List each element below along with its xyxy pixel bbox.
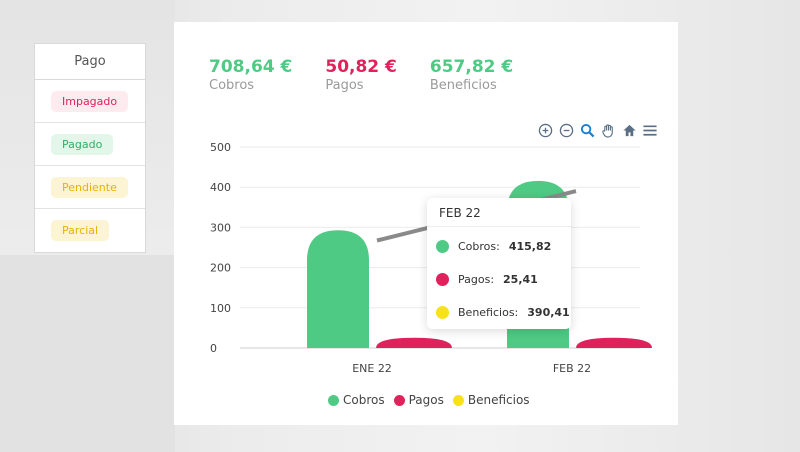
- x-tick-label: ENE 22: [352, 362, 392, 375]
- tooltip-value-cobros: 415,82: [508, 240, 552, 253]
- kpi-beneficios-label: Beneficios: [429, 78, 497, 93]
- tooltip-dot-beneficios: [436, 306, 449, 319]
- pan-hand-icon[interactable]: [598, 122, 618, 138]
- bar-cobros-0: [307, 230, 369, 348]
- status-row-pagado: Pagado: [35, 123, 145, 166]
- y-tick-label: 100: [210, 302, 231, 315]
- tooltip-dot-cobros: [436, 240, 449, 253]
- zoom-out-icon[interactable]: [556, 122, 576, 138]
- status-row-impagado: Impagado: [35, 80, 145, 123]
- legend-dot-pagos: [393, 394, 405, 406]
- bar-pagos-0: [376, 337, 452, 348]
- legend-label-pagos: Pagos: [408, 393, 444, 407]
- legend-label-cobros: Cobros: [343, 393, 385, 407]
- chart-toolbar: [535, 122, 661, 138]
- menu-icon[interactable]: [640, 122, 660, 138]
- tooltip-divider: [427, 226, 571, 227]
- kpi-cobros-label: Cobros: [209, 78, 255, 93]
- cobros-pagos-chart: 0 100 200 300 400 500 ENE 22 FEB 22: [210, 141, 652, 375]
- chart-tooltip: FEB 22 Cobros: 415,82 Pagos: 25,41 Benef…: [427, 198, 571, 329]
- status-row-parcial: Parcial: [35, 209, 145, 252]
- kpi-pagos-label: Pagos: [325, 78, 364, 93]
- tooltip-row-pagos: Pagos: 25,41: [436, 273, 538, 286]
- tooltip-title: FEB 22: [439, 206, 481, 220]
- status-row-pendiente: Pendiente: [35, 166, 145, 209]
- kpi-beneficios: 657,82 € Beneficios: [430, 57, 513, 95]
- tooltip-label-cobros: Cobros:: [458, 240, 500, 253]
- kpi-cobros: 708,64 € Cobros: [209, 57, 292, 95]
- y-tick-label: 200: [210, 262, 231, 275]
- tooltip-row-cobros: Cobros: 415,82: [436, 240, 551, 253]
- chart-legend: Cobros Pagos Beneficios: [328, 393, 539, 407]
- kpi-pagos: 50,82 € Pagos: [325, 57, 397, 95]
- legend-item-beneficios[interactable]: Beneficios: [452, 393, 530, 407]
- kpi-summary: 708,64 € Cobros 50,82 € Pagos 657,82 € B…: [209, 57, 546, 95]
- home-icon[interactable]: [619, 122, 639, 138]
- status-badge-pagado[interactable]: Pagado: [51, 133, 114, 155]
- legend-item-pagos[interactable]: Pagos: [393, 393, 444, 407]
- zoom-select-icon[interactable]: [577, 122, 597, 138]
- tooltip-value-pagos: 25,41: [503, 273, 538, 286]
- kpi-cobros-value: 708,64 €: [209, 57, 293, 77]
- zoom-in-icon[interactable]: [535, 122, 555, 138]
- tooltip-value-beneficios: 390,41: [527, 306, 570, 319]
- finance-chart-card: 708,64 € Cobros 50,82 € Pagos 657,82 € B…: [174, 22, 678, 425]
- y-tick-label: 300: [210, 221, 231, 234]
- status-table-header: Pago: [35, 44, 145, 80]
- legend-dot-beneficios: [452, 394, 464, 406]
- legend-label-beneficios: Beneficios: [467, 393, 530, 407]
- bar-pagos-1: [576, 337, 652, 348]
- y-tick-label: 400: [210, 181, 231, 194]
- background-strip: [0, 255, 175, 452]
- status-badge-parcial[interactable]: Parcial: [51, 220, 110, 241]
- legend-item-cobros[interactable]: Cobros: [328, 393, 385, 407]
- status-badge-impagado[interactable]: Impagado: [51, 90, 129, 112]
- kpi-pagos-value: 50,82 €: [325, 57, 397, 77]
- status-badge-pendiente[interactable]: Pendiente: [51, 176, 128, 198]
- kpi-beneficios-value: 657,82 €: [429, 57, 514, 77]
- tooltip-row-beneficios: Beneficios: 390,41: [436, 306, 570, 319]
- legend-dot-cobros: [328, 394, 339, 406]
- tooltip-label-pagos: Pagos:: [458, 273, 495, 286]
- payment-status-table: Pago Impagado Pagado Pendiente Parcial: [34, 43, 146, 253]
- y-tick-label: 500: [210, 141, 231, 154]
- tooltip-dot-pagos: [436, 273, 449, 286]
- y-tick-label: 0: [210, 342, 217, 355]
- x-tick-label: FEB 22: [553, 362, 591, 375]
- tooltip-label-beneficios: Beneficios:: [458, 306, 519, 319]
